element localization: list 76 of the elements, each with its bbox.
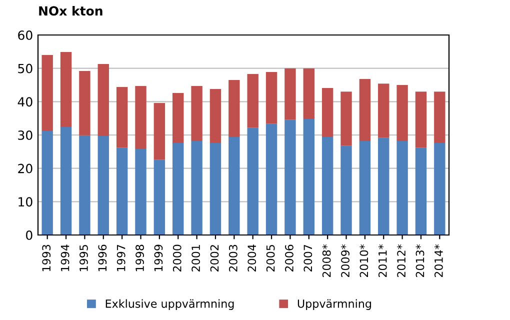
bar bbox=[98, 136, 109, 235]
y-tick-label: 20 bbox=[18, 164, 32, 174]
bar bbox=[154, 103, 166, 160]
x-tick-label: 2010* bbox=[360, 244, 368, 278]
bar bbox=[210, 89, 222, 143]
bar bbox=[154, 160, 166, 235]
bar bbox=[284, 120, 296, 235]
bar bbox=[116, 87, 128, 148]
bar bbox=[434, 92, 446, 143]
bar bbox=[79, 135, 90, 235]
legend-label: Uppvärmning bbox=[298, 299, 371, 310]
bar bbox=[79, 71, 90, 136]
y-tick-label: 40 bbox=[18, 97, 32, 107]
bar bbox=[266, 72, 278, 124]
y-tick-label: 0 bbox=[26, 230, 32, 240]
x-tick-label: 1997 bbox=[116, 244, 126, 272]
bar bbox=[303, 68, 314, 119]
y-tick-label: 50 bbox=[18, 64, 32, 74]
bar bbox=[396, 141, 408, 235]
bar bbox=[415, 92, 427, 148]
x-tick-label: 1993 bbox=[42, 244, 51, 272]
x-tick-label: 1998 bbox=[136, 244, 144, 272]
y-tick-label: 60 bbox=[18, 30, 32, 40]
bar bbox=[340, 146, 352, 235]
bar bbox=[228, 80, 240, 137]
x-tick-label: 2006 bbox=[285, 244, 294, 272]
x-tick-label: 2003 bbox=[228, 244, 238, 272]
bar bbox=[98, 64, 109, 136]
bar bbox=[210, 143, 222, 235]
x-tick-label: 2013* bbox=[416, 244, 424, 278]
x-tick-label: 2002 bbox=[210, 245, 219, 272]
bar bbox=[303, 119, 314, 235]
x-tick-label: 2014* bbox=[434, 244, 443, 278]
bar bbox=[434, 143, 446, 235]
bar bbox=[284, 68, 296, 120]
bar bbox=[396, 85, 408, 141]
bar bbox=[247, 74, 258, 128]
x-tick-label: 2000 bbox=[172, 244, 182, 272]
bar bbox=[228, 137, 240, 235]
bar bbox=[359, 79, 371, 141]
x-tick-label: 2012* bbox=[397, 244, 406, 278]
bar bbox=[359, 141, 371, 235]
x-tick-label: 2005 bbox=[266, 245, 275, 272]
chart-title: NOx kton bbox=[39, 6, 102, 16]
bar bbox=[135, 149, 146, 235]
bar bbox=[42, 131, 53, 235]
bar bbox=[42, 55, 53, 131]
bar bbox=[322, 137, 334, 235]
x-tick-label: 2008* bbox=[322, 244, 331, 278]
bar bbox=[116, 148, 128, 235]
x-tick-label: 2007 bbox=[304, 244, 312, 272]
x-tick-label: 1995 bbox=[80, 245, 88, 272]
bar bbox=[172, 143, 184, 235]
bar bbox=[191, 141, 202, 235]
x-tick-label: 2004 bbox=[248, 244, 256, 272]
y-tick-label: 30 bbox=[18, 130, 32, 140]
x-tick-label: 2009* bbox=[341, 244, 350, 278]
bar bbox=[135, 86, 146, 149]
bar bbox=[378, 138, 390, 235]
legend-label: Exklusive uppvärmning bbox=[106, 299, 234, 310]
bar bbox=[266, 124, 278, 235]
bar bbox=[172, 93, 184, 143]
x-tick-label: 2001 bbox=[192, 245, 200, 272]
bar bbox=[415, 148, 427, 235]
bar bbox=[378, 84, 390, 138]
x-tick-label: 2011* bbox=[378, 244, 387, 278]
bar bbox=[340, 92, 352, 146]
bar bbox=[247, 128, 258, 235]
x-tick-label: 1994 bbox=[60, 244, 70, 272]
bar bbox=[60, 127, 72, 235]
bar bbox=[60, 52, 72, 127]
x-tick-label: 1996 bbox=[98, 244, 107, 272]
bar bbox=[191, 86, 202, 141]
bar bbox=[322, 88, 334, 137]
x-tick-label: 1999 bbox=[154, 244, 163, 272]
y-tick-label: 10 bbox=[18, 197, 32, 207]
